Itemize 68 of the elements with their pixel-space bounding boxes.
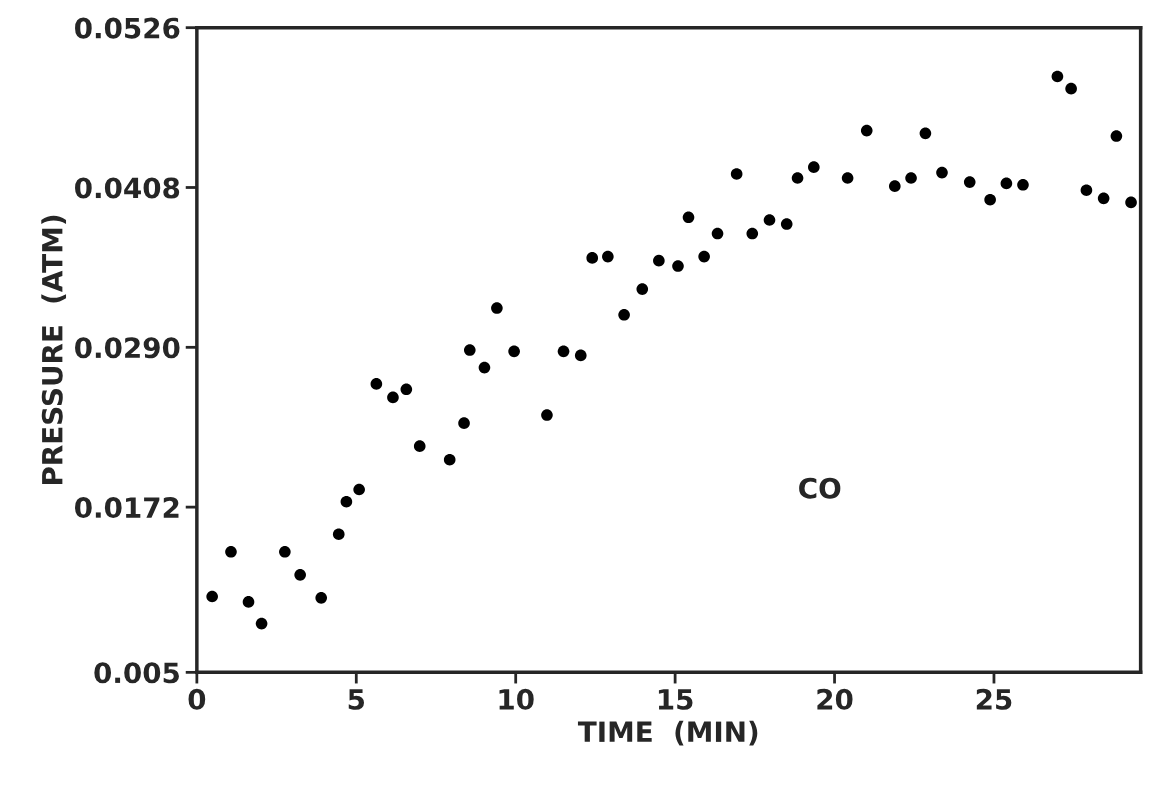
point bbox=[387, 391, 399, 404]
point bbox=[443, 453, 456, 466]
point bbox=[279, 546, 291, 558]
point bbox=[746, 227, 759, 240]
point bbox=[294, 569, 306, 581]
point bbox=[508, 345, 520, 358]
point bbox=[557, 345, 570, 358]
x-tick-label: 0 bbox=[188, 688, 206, 710]
point bbox=[400, 383, 413, 396]
x-axis-title: TIME (MIN) bbox=[577, 720, 758, 746]
x-tick-label: 15 bbox=[658, 689, 693, 710]
point bbox=[370, 378, 383, 390]
point bbox=[636, 283, 649, 295]
y-tick-label: 0.0526 bbox=[75, 17, 180, 39]
point bbox=[602, 250, 614, 263]
point bbox=[315, 592, 328, 604]
point bbox=[206, 590, 218, 603]
point bbox=[780, 218, 793, 230]
point bbox=[888, 180, 901, 192]
point bbox=[1051, 70, 1064, 83]
point bbox=[242, 596, 255, 608]
y-tick-label: 0.0408 bbox=[75, 177, 180, 199]
point bbox=[574, 349, 587, 362]
point bbox=[730, 168, 743, 180]
point bbox=[255, 617, 268, 630]
point bbox=[763, 214, 776, 226]
point bbox=[672, 260, 684, 272]
point bbox=[808, 161, 820, 173]
point bbox=[541, 409, 553, 421]
point bbox=[905, 172, 917, 184]
point bbox=[1125, 196, 1137, 209]
point bbox=[463, 344, 476, 356]
point bbox=[963, 176, 976, 188]
point bbox=[340, 495, 353, 508]
point bbox=[478, 361, 491, 374]
annotation: CO bbox=[799, 477, 841, 499]
point bbox=[1080, 184, 1093, 197]
point bbox=[353, 483, 365, 496]
point bbox=[586, 252, 599, 264]
point bbox=[618, 308, 630, 321]
point bbox=[491, 302, 503, 314]
y-tick-label: 0.0172 bbox=[75, 497, 179, 519]
point bbox=[711, 227, 724, 240]
point bbox=[1000, 177, 1013, 190]
point bbox=[919, 127, 932, 140]
point bbox=[413, 440, 426, 452]
point bbox=[458, 417, 470, 429]
point bbox=[1097, 192, 1110, 205]
point bbox=[1017, 178, 1029, 191]
x-tick-label: 25 bbox=[976, 688, 1012, 710]
point bbox=[698, 250, 710, 263]
point bbox=[225, 546, 237, 558]
x-tick-label: 5 bbox=[348, 689, 364, 710]
point bbox=[860, 124, 873, 137]
y-tick-label: 0.005 bbox=[94, 662, 179, 684]
point bbox=[1110, 130, 1123, 142]
y-tick-label: 0.0290 bbox=[75, 337, 180, 359]
x-tick-label: 10 bbox=[499, 688, 534, 710]
point bbox=[1065, 82, 1077, 95]
y-axis-title: PRESSURE (ATM) bbox=[41, 215, 67, 484]
point bbox=[841, 172, 854, 184]
point bbox=[984, 193, 996, 206]
point bbox=[653, 254, 665, 267]
x-tick-label: 20 bbox=[817, 688, 853, 710]
point bbox=[936, 166, 948, 179]
point bbox=[791, 172, 804, 184]
point bbox=[682, 211, 695, 224]
point bbox=[332, 528, 345, 541]
